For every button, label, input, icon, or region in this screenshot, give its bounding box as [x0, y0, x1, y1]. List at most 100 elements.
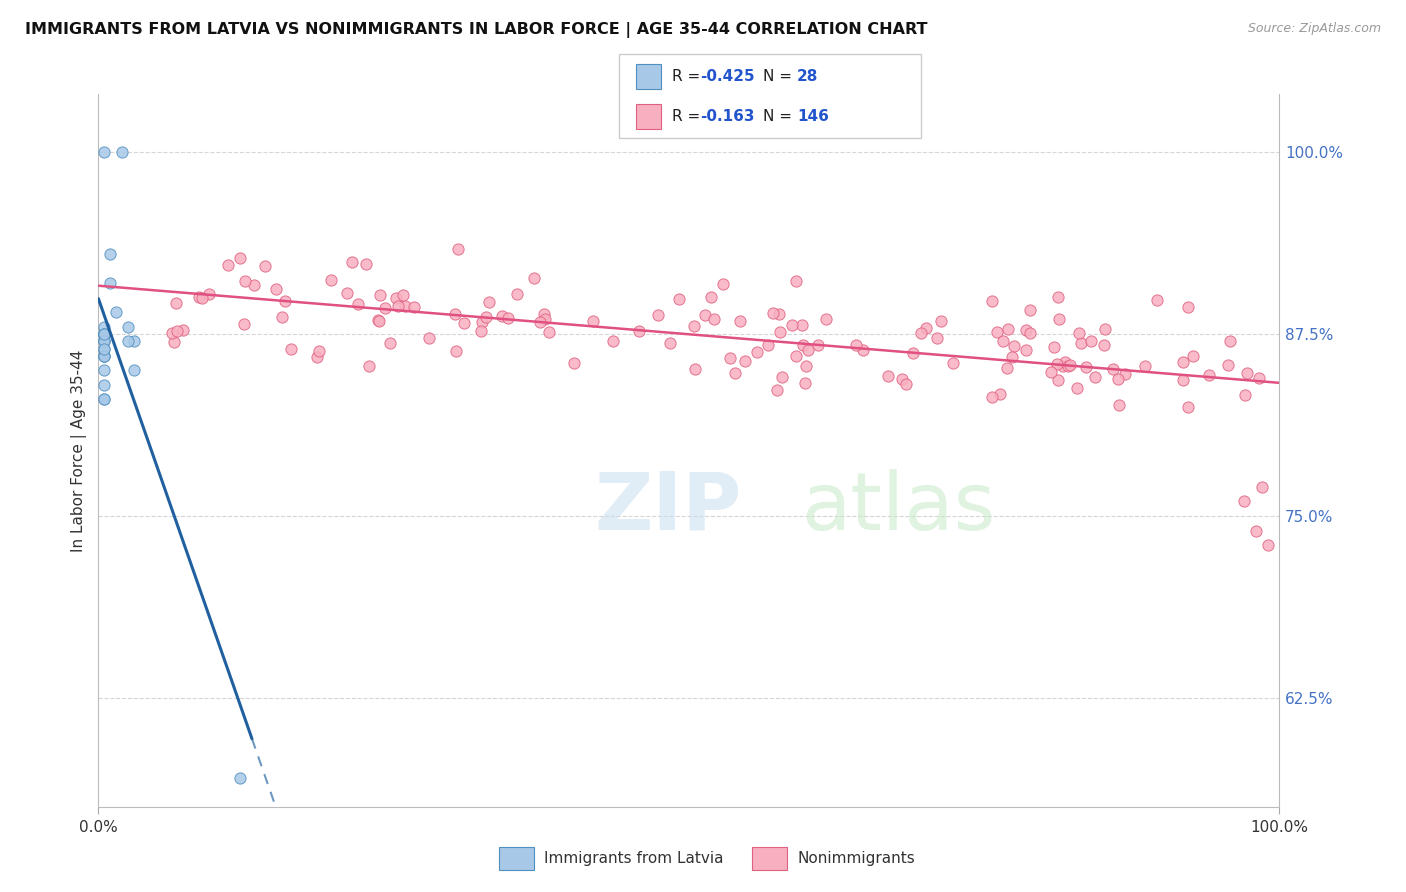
Point	[1053, 355, 1076, 369]
Point	[1250, 480, 1272, 494]
Point	[995, 361, 1018, 376]
Point	[980, 390, 1002, 404]
Point	[340, 254, 363, 268]
Point	[1039, 365, 1062, 379]
Point	[896, 377, 918, 392]
Point	[93, 378, 115, 392]
Text: N =: N =	[763, 70, 797, 84]
Point	[796, 359, 818, 373]
Point	[1249, 371, 1271, 385]
Point	[523, 271, 546, 285]
Point	[308, 344, 330, 359]
Point	[347, 297, 370, 311]
Point	[785, 349, 807, 363]
Point	[172, 322, 194, 336]
Point	[367, 313, 389, 327]
Point	[93, 319, 115, 334]
Point	[852, 343, 875, 357]
Point	[1002, 339, 1025, 353]
Point	[478, 295, 501, 310]
Point	[93, 349, 115, 363]
Point	[491, 310, 513, 324]
Point	[496, 311, 519, 326]
Point	[1218, 358, 1240, 372]
Point	[929, 314, 952, 328]
Point	[711, 277, 734, 291]
Point	[446, 344, 468, 359]
Point	[198, 286, 221, 301]
Point	[1244, 524, 1267, 538]
Text: R =: R =	[672, 110, 706, 124]
Point	[163, 334, 186, 349]
Point	[756, 338, 779, 352]
Point	[384, 291, 406, 305]
Text: Source: ZipAtlas.com: Source: ZipAtlas.com	[1247, 22, 1381, 36]
Point	[392, 288, 415, 302]
Point	[93, 334, 115, 349]
Point	[93, 392, 115, 407]
Point	[111, 145, 134, 159]
Point	[242, 278, 264, 293]
Point	[683, 362, 706, 376]
Point	[271, 310, 294, 324]
Point	[1092, 338, 1115, 352]
Point	[790, 318, 813, 332]
Point	[1046, 290, 1069, 304]
Text: atlas: atlas	[801, 468, 995, 547]
Point	[191, 291, 214, 305]
Point	[1257, 538, 1279, 552]
Point	[734, 354, 756, 368]
Point	[264, 282, 287, 296]
Point	[1171, 373, 1194, 387]
Point	[877, 368, 900, 383]
Point	[1080, 334, 1102, 348]
Point	[562, 356, 585, 370]
Point	[1133, 359, 1156, 373]
Point	[1236, 367, 1258, 381]
Point	[1043, 340, 1066, 354]
Point	[1094, 322, 1116, 336]
Point	[693, 308, 716, 322]
Point	[910, 326, 932, 340]
Point	[229, 251, 252, 265]
Point	[815, 312, 838, 326]
Point	[1198, 368, 1220, 383]
Point	[1046, 357, 1069, 371]
Point	[506, 286, 529, 301]
Point	[728, 314, 751, 328]
Point	[533, 308, 555, 322]
Point	[785, 274, 807, 288]
Point	[1171, 355, 1194, 369]
Point	[794, 376, 817, 390]
Point	[1101, 362, 1123, 376]
Point	[233, 274, 256, 288]
Point	[997, 322, 1019, 336]
Point	[1059, 358, 1081, 372]
Point	[229, 771, 252, 785]
Point	[668, 292, 690, 306]
Point	[122, 334, 145, 349]
Point	[394, 300, 416, 314]
Point	[537, 325, 560, 339]
Point	[418, 331, 440, 345]
Point	[374, 301, 396, 315]
Point	[602, 334, 624, 348]
Point	[98, 276, 121, 290]
Point	[683, 318, 706, 333]
Point	[1070, 336, 1092, 351]
Point	[797, 343, 820, 357]
Point	[253, 259, 276, 273]
Point	[93, 326, 115, 341]
Text: -0.163: -0.163	[700, 110, 755, 124]
Point	[217, 258, 239, 272]
Point	[93, 342, 115, 356]
Point	[1056, 359, 1078, 373]
Point	[1018, 326, 1040, 340]
Point	[720, 351, 742, 366]
Point	[1084, 369, 1107, 384]
Point	[93, 342, 115, 356]
Point	[724, 367, 747, 381]
Point	[1234, 388, 1257, 402]
Point	[1019, 303, 1042, 318]
Point	[444, 307, 467, 321]
